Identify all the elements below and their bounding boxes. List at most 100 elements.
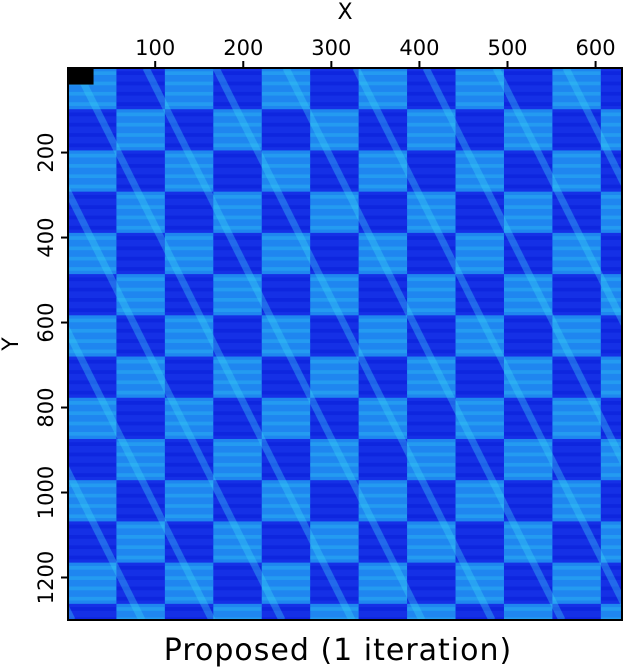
heatmap-cell-band xyxy=(600,256,622,261)
heatmap-cell-band xyxy=(407,194,457,199)
heatmap-cell-band xyxy=(503,535,554,539)
heatmap-cell-band xyxy=(358,565,408,570)
heatmap-cell-band xyxy=(407,524,457,529)
heatmap-cell-band xyxy=(455,545,505,550)
heatmap-cell xyxy=(310,191,360,234)
heatmap-cell-band xyxy=(600,535,622,539)
heatmap-cell-band xyxy=(68,277,118,282)
heatmap-cell-band xyxy=(455,339,505,343)
heatmap-cell-band xyxy=(213,380,263,385)
heatmap-cell-band xyxy=(358,555,408,560)
heatmap-cell-band xyxy=(358,318,408,323)
heatmap-cell xyxy=(552,232,602,275)
heatmap-cell-band xyxy=(68,339,118,343)
heatmap-cell-band xyxy=(552,318,602,323)
heatmap-cell-band xyxy=(358,205,408,209)
heatmap-cell-band xyxy=(68,359,118,364)
diagonal-streak xyxy=(142,68,426,620)
heatmap-cell-band xyxy=(552,194,602,199)
heatmap-cell-band xyxy=(116,308,166,313)
heatmap-cell-band xyxy=(116,122,166,127)
heatmap-cell-band xyxy=(503,576,554,580)
heatmap-cell-band xyxy=(213,102,263,106)
heatmap-cell-band xyxy=(68,122,118,127)
diagonal-streak xyxy=(492,68,622,328)
heatmap-cell-band xyxy=(552,524,602,529)
heatmap-cell-band xyxy=(358,308,408,313)
heatmap-cell-band xyxy=(552,617,602,620)
heatmap-cell-band xyxy=(358,153,408,158)
heatmap-cell-band xyxy=(310,349,360,354)
diagonal-streak xyxy=(68,324,216,620)
heatmap-cell xyxy=(407,438,457,481)
heatmap-cell-band xyxy=(358,504,408,508)
heatmap-cell-band xyxy=(600,267,622,271)
heatmap-cell-band xyxy=(213,215,263,220)
heatmap-cell-band xyxy=(310,246,360,251)
heatmap-cell-band xyxy=(213,153,263,158)
heatmap-cell-band xyxy=(68,617,118,620)
heatmap-cell-band xyxy=(164,81,214,86)
heatmap-cell-band xyxy=(455,102,505,106)
heatmap-cell-band xyxy=(164,91,214,96)
heatmap-cell-band xyxy=(552,91,602,96)
heatmap-cell-band xyxy=(213,133,263,137)
heatmap-cell-band xyxy=(116,287,166,292)
heatmap-cell-band xyxy=(310,328,360,333)
heatmap-cell-band xyxy=(455,565,505,570)
heatmap-cell-band xyxy=(407,462,457,467)
heatmap-cell-band xyxy=(164,174,214,179)
heatmap-cell-band xyxy=(455,246,505,251)
heatmap-cell-band xyxy=(600,328,622,333)
heatmap-cell-band xyxy=(503,370,554,374)
heatmap-cell-band xyxy=(310,81,360,86)
heatmap-cell-band xyxy=(164,565,214,570)
heatmap-cell xyxy=(261,397,311,440)
heatmap-cell-band xyxy=(407,452,457,457)
heatmap-cell-band xyxy=(407,596,457,601)
heatmap-cell-band xyxy=(600,236,622,240)
heatmap-cell-band xyxy=(116,215,166,220)
heatmap-cell-band xyxy=(164,359,214,364)
heatmap-cell-band xyxy=(68,390,118,395)
heatmap-cell-band xyxy=(407,483,457,488)
heatmap-cell-band xyxy=(164,493,214,498)
heatmap-cell xyxy=(68,562,118,605)
heatmap-cell-band xyxy=(455,174,505,179)
heatmap-cell-band xyxy=(503,452,554,457)
heatmap-cell-band xyxy=(261,205,311,209)
heatmap-cell-band xyxy=(503,555,554,560)
heatmap-cell-band xyxy=(213,473,263,477)
heatmap-cell-band xyxy=(358,617,408,620)
heatmap-cell-band xyxy=(552,225,602,230)
heatmap-cell-band xyxy=(116,555,166,560)
heatmap-cell-band xyxy=(213,359,263,364)
heatmap-cell-band xyxy=(164,380,214,385)
heatmap-cell-band xyxy=(407,71,457,76)
heatmap-cell-band xyxy=(68,318,118,323)
heatmap-cell-band xyxy=(503,473,554,477)
heatmap-cell-band xyxy=(310,122,360,127)
heatmap-cell-band xyxy=(310,370,360,374)
heatmap-cell-band xyxy=(552,164,602,168)
heatmap-cell-band xyxy=(552,174,602,179)
heatmap-cell xyxy=(116,191,166,234)
heatmap-cell-band xyxy=(358,431,408,436)
heatmap-cell-band xyxy=(503,298,554,302)
heatmap-cell-band xyxy=(310,164,360,168)
heatmap-cell-band xyxy=(213,421,263,426)
heatmap-cell-band xyxy=(358,545,408,550)
heatmap-cell-band xyxy=(261,287,311,292)
heatmap-cell-band xyxy=(213,493,263,498)
heatmap-cell-band xyxy=(68,565,118,570)
diagonal-streak xyxy=(68,464,146,620)
heatmap-cell-band xyxy=(358,81,408,86)
y-tick-label: 1000 xyxy=(34,466,58,519)
heatmap-cell-band xyxy=(164,194,214,199)
heatmap-cell-band xyxy=(455,514,505,519)
heatmap-cell xyxy=(600,397,622,440)
heatmap-cell-band xyxy=(358,401,408,405)
heatmap-cell-band xyxy=(68,246,118,251)
heatmap-cell-band xyxy=(116,91,166,96)
heatmap-cell-band xyxy=(600,380,622,385)
